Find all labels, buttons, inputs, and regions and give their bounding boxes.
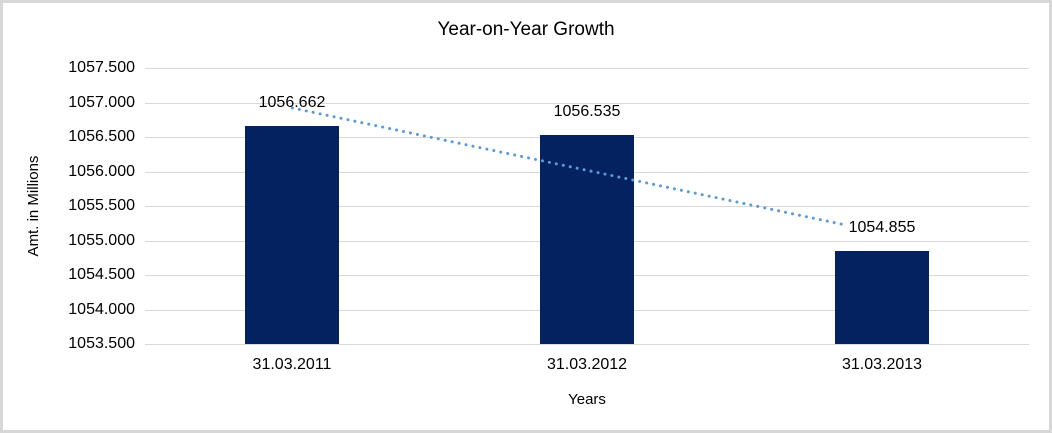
y-axis-tick-label: 1053.500 <box>68 335 135 352</box>
data-label: 1056.535 <box>553 103 621 120</box>
trendline-dotted <box>290 106 850 227</box>
bar <box>540 135 634 344</box>
y-axis-tick-label: 1057.000 <box>68 94 135 111</box>
x-axis-title: Years <box>568 391 606 408</box>
trendline <box>290 106 850 227</box>
y-axis-tick-label: 1056.500 <box>68 128 135 145</box>
data-label: 1054.855 <box>848 219 916 236</box>
bar <box>245 126 339 344</box>
gridline <box>145 68 1029 69</box>
chart-title: Year-on-Year Growth <box>437 19 615 40</box>
y-axis-tick-label: 1054.500 <box>68 266 135 283</box>
x-axis-category-label: 31.03.2012 <box>546 356 628 373</box>
y-axis-tick-label: 1054.000 <box>68 301 135 318</box>
bar <box>835 251 929 344</box>
y-axis-tick-label: 1055.500 <box>68 197 135 214</box>
y-axis-tick-label: 1056.000 <box>68 163 135 180</box>
y-axis-tick-label: 1057.500 <box>68 59 135 76</box>
x-axis-category-label: 31.03.2011 <box>252 356 332 373</box>
gridline <box>145 103 1029 104</box>
gridline <box>145 344 1029 345</box>
data-label: 1056.662 <box>258 94 326 111</box>
y-axis-title: Amt. in Millions <box>25 155 42 257</box>
x-axis-category-label: 31.03.2013 <box>841 356 923 373</box>
y-axis-tick-label: 1055.000 <box>68 232 135 249</box>
